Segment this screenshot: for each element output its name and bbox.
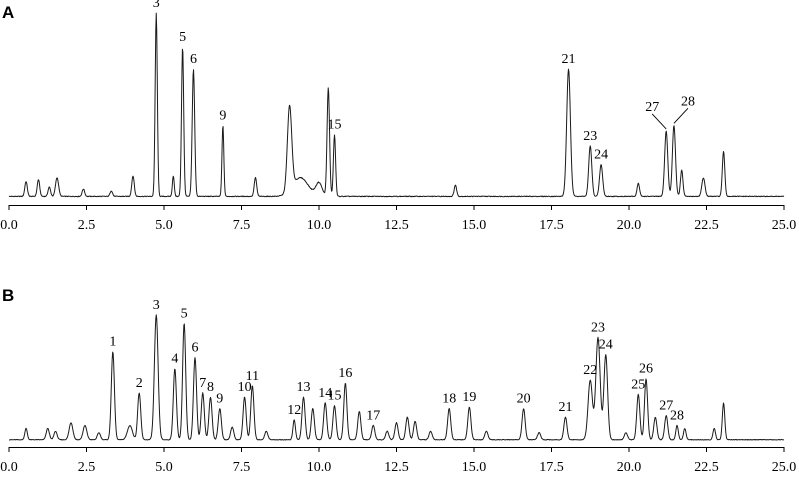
peak-label: 12 (287, 403, 301, 418)
peak-label: 18 (442, 392, 456, 407)
x-tick-label: 7.5 (233, 460, 251, 475)
x-tick-label: 2.5 (78, 460, 96, 475)
peak-label: 23 (591, 321, 605, 336)
peak-label: 3 (153, 0, 160, 11)
x-tick-label: 17.5 (539, 218, 564, 233)
chromatogram-trace (8, 12, 785, 198)
peak-label: 25 (631, 377, 645, 392)
peak-label: 27 (659, 399, 673, 414)
peak-label: 16 (338, 366, 352, 381)
chromatogram-panel-a: 0.0 2.5 5.0 7.5 10.0 12.5 15.0 17.5 20.0 22.5 25.0… (0, 0, 796, 233)
peak-label: 1 (109, 335, 116, 350)
peak-label: 20 (517, 392, 531, 407)
x-tick-label: 10.0 (307, 218, 332, 233)
peak-label: 5 (181, 306, 188, 321)
x-tick-label: 12.5 (384, 460, 409, 475)
peak-label: 22 (583, 363, 597, 378)
peak-label: 11 (246, 369, 259, 384)
peak-label: 7 (199, 376, 206, 391)
x-tick-label: 12.5 (384, 218, 409, 233)
x-tick-label: 17.5 (539, 460, 564, 475)
peak-label: 23 (583, 129, 597, 144)
peak-leader-line (651, 113, 667, 130)
peak-label: 15 (328, 118, 342, 133)
x-tick-label: 25.0 (772, 460, 797, 475)
peak-label: 24 (599, 338, 613, 353)
peak-label: 14 (318, 386, 332, 401)
x-tick-label: 22.5 (694, 460, 719, 475)
peak-label: 6 (190, 52, 197, 67)
x-tick-label: 5.0 (155, 218, 173, 233)
x-tick-label: 5.0 (155, 460, 173, 475)
peak-label: 24 (594, 148, 608, 163)
x-tick-label: 0.0 (0, 460, 18, 475)
x-tick-label: 0.0 (0, 218, 18, 233)
peak-label: 6 (192, 340, 199, 355)
chromatogram-panel-b: 0.0 2.5 5.0 7.5 10.0 12.5 15.0 17.5 20.0 22.5 25.0… (0, 298, 796, 475)
peak-label: 9 (219, 108, 226, 123)
peak-label: 21 (558, 400, 572, 415)
peak-label: 19 (462, 390, 476, 405)
x-tick-label: 22.5 (694, 218, 719, 233)
x-tick-label: 10.0 (307, 460, 332, 475)
peak-label: 27 (645, 100, 659, 115)
peak-label: 15 (328, 389, 342, 404)
panel-label-b: B (2, 286, 14, 305)
peak-label: 5 (179, 30, 186, 45)
peak-label: 4 (171, 352, 178, 367)
x-tick-label: 15.0 (462, 218, 487, 233)
peak-label: 26 (639, 362, 653, 377)
peak-label: 28 (670, 409, 684, 424)
x-tick-label: 15.0 (462, 460, 487, 475)
x-tick-label: 2.5 (78, 218, 96, 233)
peak-label: 9 (216, 392, 223, 407)
x-tick-label: 20.0 (617, 218, 642, 233)
x-tick-label: 25.0 (772, 218, 797, 233)
chromatogram-trace (8, 314, 785, 441)
peak-label: 13 (297, 380, 311, 395)
peak-label: 3 (153, 298, 160, 313)
peak-label: 21 (562, 52, 576, 67)
peak-label: 10 (238, 380, 252, 395)
peak-label: 2 (136, 376, 143, 391)
x-tick-label: 20.0 (617, 460, 642, 475)
peak-label: 17 (366, 409, 380, 424)
panel-label-a: A (2, 3, 14, 22)
peak-label: 28 (681, 94, 695, 109)
peak-leader-line (673, 108, 689, 124)
peak-label: 8 (207, 380, 214, 395)
x-tick-label: 7.5 (233, 218, 251, 233)
